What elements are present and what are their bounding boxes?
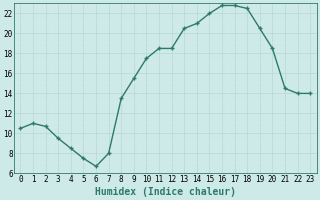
X-axis label: Humidex (Indice chaleur): Humidex (Indice chaleur) [95, 186, 236, 197]
